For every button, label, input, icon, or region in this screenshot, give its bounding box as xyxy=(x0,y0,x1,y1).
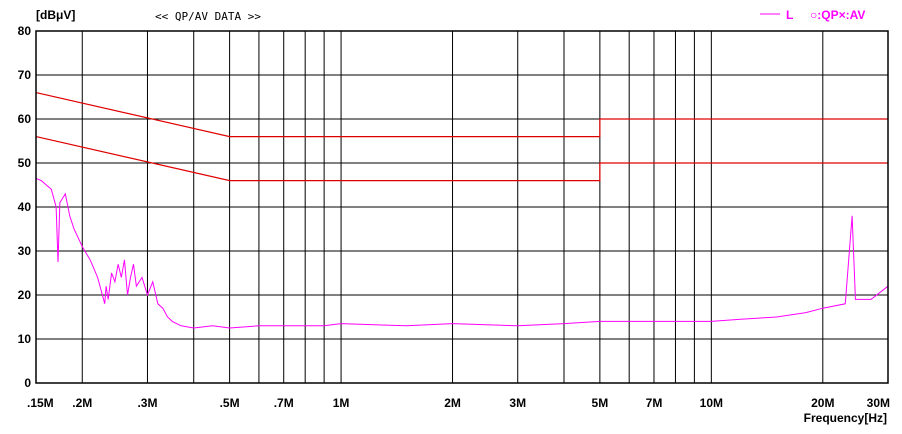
x-axis-label: Frequency[Hz] xyxy=(804,411,887,425)
legend: L ○:QP×:AV xyxy=(760,8,865,22)
series-layer xyxy=(35,92,889,329)
y-tick-label: 30 xyxy=(18,244,32,258)
x-tick-label: 30M xyxy=(867,396,890,410)
legend-line-label: L xyxy=(786,8,793,22)
x-tick-label: .15M xyxy=(27,396,54,410)
x-tick-label: .5M xyxy=(220,396,240,410)
legend-marker-label: ○:QP×:AV xyxy=(810,8,865,22)
plot-frame xyxy=(35,30,889,384)
x-tick-label: 2M xyxy=(444,396,461,410)
y-tick-label: 20 xyxy=(18,288,32,302)
series-line-L xyxy=(35,177,889,329)
y-tick-label: 80 xyxy=(18,24,32,38)
y-tick-label: 40 xyxy=(18,200,32,214)
label-layer: [dBμV] << QP/AV DATA >> Frequency[Hz] L … xyxy=(18,8,890,425)
x-tick-label: 7M xyxy=(646,396,663,410)
frame-layer xyxy=(35,30,889,384)
x-tick-label: 10M xyxy=(700,396,723,410)
y-tick-label: 60 xyxy=(18,112,32,126)
x-tick-label: 3M xyxy=(509,396,526,410)
y-tick-label: 70 xyxy=(18,68,32,82)
limit-line-2 xyxy=(35,136,888,182)
y-tick-label: 0 xyxy=(24,376,31,390)
x-tick-label: .3M xyxy=(137,396,157,410)
chart-title: << QP/AV DATA >> xyxy=(155,10,261,23)
x-tick-label: .2M xyxy=(72,396,92,410)
y-axis-label: [dBμV] xyxy=(36,8,75,22)
x-tick-label: 1M xyxy=(333,396,350,410)
limit-line-1 xyxy=(35,92,888,138)
y-tick-label: 50 xyxy=(18,156,32,170)
x-tick-label: 5M xyxy=(592,396,609,410)
x-tick-label: 20M xyxy=(811,396,834,410)
y-tick-label: 10 xyxy=(18,332,32,346)
x-tick-label: .7M xyxy=(274,396,294,410)
grid-layer xyxy=(35,30,889,384)
